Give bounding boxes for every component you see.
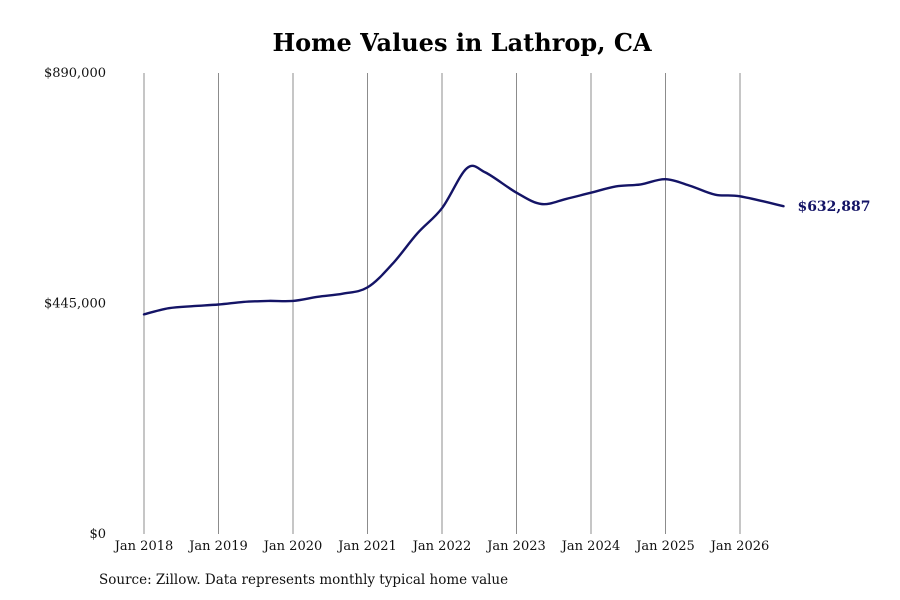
- y-tick-label: $0: [89, 527, 106, 542]
- series-layer: [142, 164, 785, 316]
- x-tick-label: Jan 2022: [411, 539, 472, 554]
- x-axis: Jan 2018 Jan 2019 Jan 2020 Jan 2021 Jan 2022…: [113, 539, 770, 554]
- x-tick-label: Jan 2021: [336, 539, 397, 554]
- series-line: [142, 164, 785, 316]
- x-tick-label: Jan 2025: [634, 539, 695, 554]
- x-tick-label: Jan 2020: [262, 539, 323, 554]
- x-tick-label: Jan 2026: [709, 539, 770, 554]
- chart-title: Home Values in Lathrop, CA: [272, 28, 652, 57]
- x-tick-label: Jan 2018: [113, 539, 174, 554]
- vertical-grid: [143, 73, 741, 534]
- x-tick-label: Jan 2023: [485, 539, 546, 554]
- y-axis: $0 $445,000 $890,000: [44, 66, 106, 542]
- source-note: Source: Zillow. Data represents monthly …: [99, 572, 509, 588]
- annotation-layer: $632,887: [797, 199, 870, 215]
- x-tick-label: Jan 2024: [560, 539, 621, 554]
- latest-value-label: $632,887: [797, 199, 870, 215]
- x-tick-label: Jan 2019: [187, 539, 248, 554]
- y-tick-label: $445,000: [44, 297, 106, 312]
- y-tick-label: $890,000: [44, 66, 106, 81]
